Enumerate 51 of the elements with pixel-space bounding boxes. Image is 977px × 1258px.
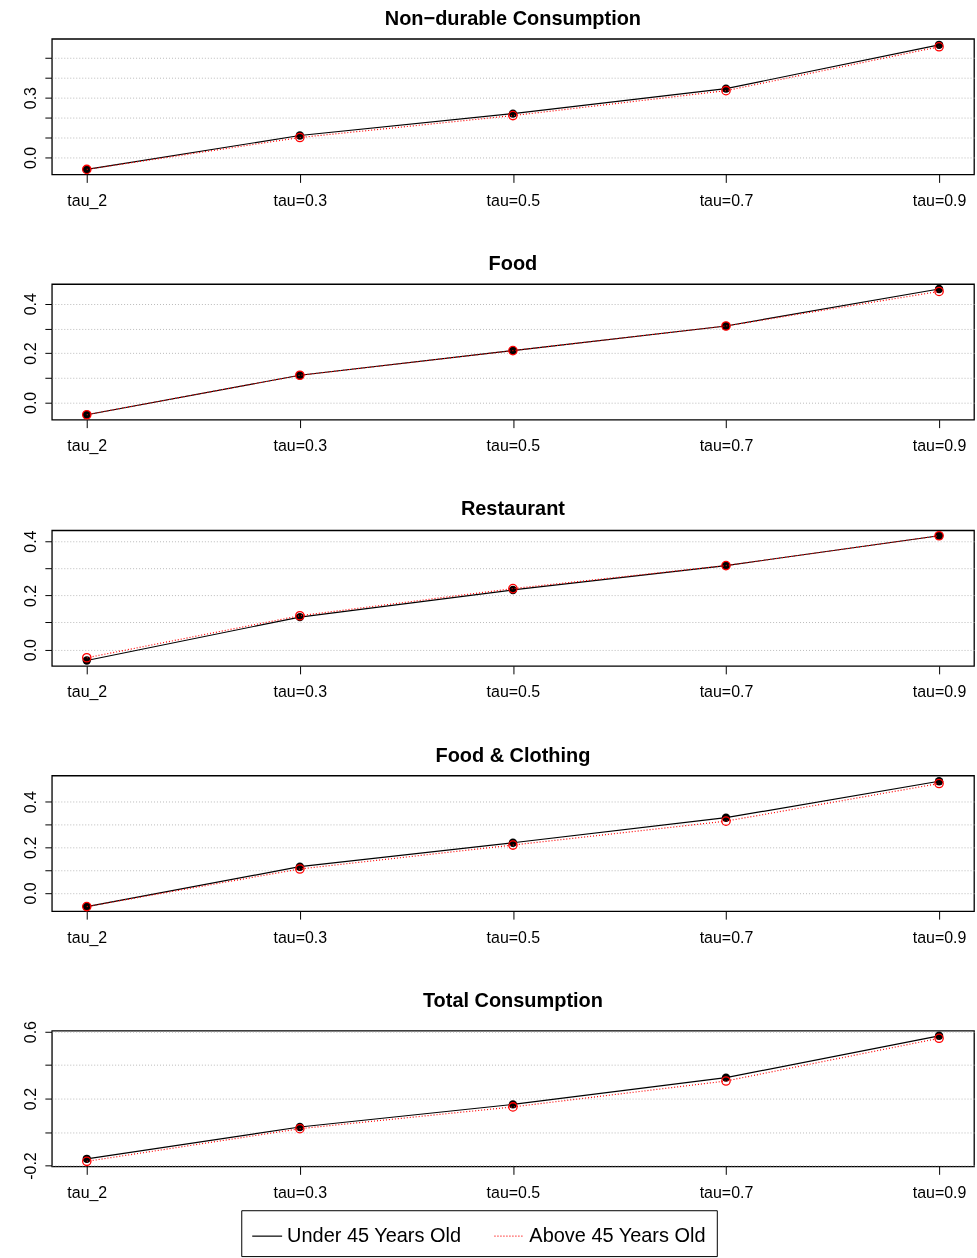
y-tick-label: 0.0 bbox=[22, 146, 40, 170]
x-tick-label: tau=0.3 bbox=[273, 928, 328, 946]
chart-title: Food & Clothing bbox=[435, 743, 591, 766]
point bbox=[934, 1033, 944, 1044]
x-tick-label: tau_2 bbox=[67, 928, 108, 947]
y-tick-label: -0.2 bbox=[22, 1152, 40, 1180]
x-tick-label: tau=0.5 bbox=[486, 683, 541, 701]
point bbox=[721, 816, 731, 826]
y-tick-label: 0.0 bbox=[22, 638, 40, 662]
y-tick-label: 0.2 bbox=[22, 1087, 40, 1111]
x-tick-label: tau=0.5 bbox=[486, 1183, 541, 1201]
y-tick-label: 0.2 bbox=[22, 836, 40, 859]
point bbox=[721, 1076, 731, 1086]
x-tick-label: tau=0.7 bbox=[699, 191, 754, 209]
chart-title: Total Consumption bbox=[422, 988, 603, 1011]
x-tick-label: tau_2 bbox=[67, 1183, 108, 1202]
legend-label: Above 45 Years Old bbox=[529, 1224, 706, 1247]
x-tick-label: tau=0.9 bbox=[912, 683, 967, 701]
y-tick-label: 0.0 bbox=[22, 391, 40, 414]
y-tick-label: 0.2 bbox=[22, 342, 40, 365]
x-tick-label: tau=0.5 bbox=[486, 928, 541, 946]
y-tick-label: 0.2 bbox=[22, 584, 40, 607]
x-tick-label: tau=0.3 bbox=[273, 1183, 328, 1201]
x-tick-label: tau=0.5 bbox=[486, 191, 541, 209]
chart-title: Non−durable Consumption bbox=[384, 6, 642, 29]
x-tick-label: tau=0.7 bbox=[699, 683, 754, 701]
x-tick-label: tau=0.7 bbox=[699, 1183, 754, 1201]
x-tick-label: tau=0.7 bbox=[699, 437, 754, 455]
y-tick-label: 0.3 bbox=[22, 86, 40, 110]
point bbox=[81, 1156, 92, 1167]
y-tick-label: 0.6 bbox=[22, 1020, 40, 1044]
x-tick-label: tau_2 bbox=[67, 683, 108, 702]
chart-title: Food bbox=[488, 252, 538, 275]
x-tick-label: tau=0.9 bbox=[912, 1183, 967, 1201]
legend-label: Under 45 Years Old bbox=[287, 1224, 462, 1247]
x-tick-label: tau=0.5 bbox=[486, 437, 541, 455]
x-tick-label: tau_2 bbox=[67, 437, 108, 456]
x-tick-label: tau=0.7 bbox=[699, 928, 754, 946]
y-tick-label: 0.0 bbox=[22, 882, 40, 905]
point bbox=[81, 652, 92, 663]
y-tick-label: 0.4 bbox=[22, 293, 40, 316]
y-tick-label: 0.4 bbox=[22, 530, 40, 553]
x-tick-label: tau=0.9 bbox=[912, 437, 967, 455]
x-tick-label: tau=0.3 bbox=[273, 191, 328, 209]
chart-title: Restaurant bbox=[460, 497, 566, 520]
x-tick-label: tau_2 bbox=[67, 191, 108, 210]
x-tick-label: tau=0.3 bbox=[273, 683, 328, 701]
x-tick-label: tau=0.9 bbox=[912, 191, 967, 209]
y-tick-label: 0.4 bbox=[22, 791, 40, 814]
x-tick-label: tau=0.9 bbox=[912, 928, 967, 946]
x-tick-label: tau=0.3 bbox=[273, 437, 328, 455]
